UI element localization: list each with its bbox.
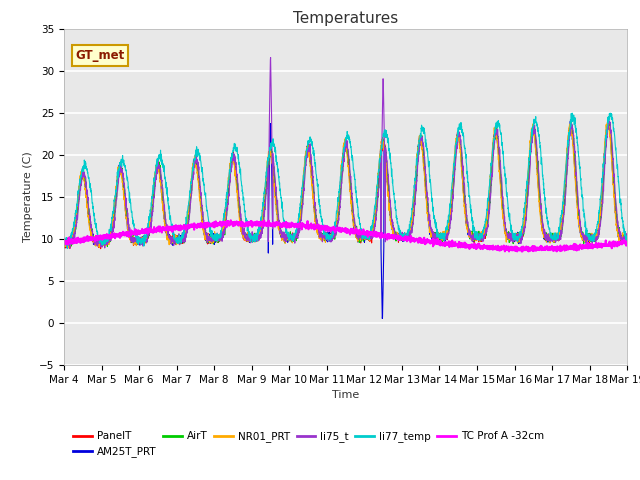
li77_temp [301, 164, 308, 170]
li75_t [60, 243, 68, 249]
li77_temp [568, 110, 576, 116]
li77_temp [125, 184, 132, 190]
li75_t [267, 55, 275, 60]
li75_t [125, 225, 132, 231]
AM25T_PRT [158, 190, 166, 196]
TC Prof A -32cm [276, 222, 284, 228]
li77_temp [623, 236, 631, 242]
li77_temp [63, 246, 71, 252]
NR01_PRT [65, 245, 72, 251]
NR01_PRT [60, 238, 68, 243]
li77_temp [276, 186, 284, 192]
TC Prof A -32cm [301, 224, 308, 230]
AM25T_PRT [378, 315, 386, 321]
NR01_PRT [301, 161, 308, 167]
Line: li75_t: li75_t [64, 58, 627, 248]
AM25T_PRT [276, 229, 284, 235]
li77_temp [158, 162, 166, 168]
AM25T_PRT [612, 216, 620, 221]
NR01_PRT [604, 119, 611, 125]
PanelT [604, 119, 612, 125]
AirT [125, 225, 132, 230]
Line: li77_temp: li77_temp [64, 113, 627, 249]
Line: AM25T_PRT: AM25T_PRT [64, 121, 627, 318]
li75_t [276, 228, 284, 234]
AM25T_PRT [124, 227, 132, 233]
AirT [605, 119, 613, 124]
li75_t [158, 177, 166, 183]
TC Prof A -32cm [60, 237, 68, 242]
PanelT [276, 223, 284, 228]
PanelT [301, 169, 308, 175]
AirT [60, 240, 68, 245]
Text: GT_met: GT_met [76, 49, 125, 62]
Y-axis label: Temperature (C): Temperature (C) [23, 151, 33, 242]
Line: NR01_PRT: NR01_PRT [64, 122, 627, 248]
PanelT [125, 226, 132, 232]
AirT [552, 233, 559, 239]
PanelT [60, 242, 68, 248]
li75_t [612, 204, 620, 210]
PanelT [623, 240, 631, 246]
NR01_PRT [276, 231, 284, 237]
li77_temp [60, 238, 68, 244]
X-axis label: Time: Time [332, 390, 359, 400]
AirT [276, 228, 284, 233]
li75_t [552, 237, 559, 242]
AirT [612, 213, 620, 218]
li77_temp [612, 154, 620, 160]
li75_t [66, 245, 74, 251]
TC Prof A -32cm [505, 249, 513, 254]
AM25T_PRT [60, 241, 68, 247]
NR01_PRT [612, 222, 620, 228]
TC Prof A -32cm [623, 241, 631, 247]
AirT [60, 245, 68, 251]
TC Prof A -32cm [227, 217, 235, 223]
AirT [301, 173, 308, 179]
PanelT [97, 246, 104, 252]
li77_temp [552, 234, 559, 240]
AirT [158, 182, 166, 188]
Title: Temperatures: Temperatures [293, 11, 398, 26]
TC Prof A -32cm [124, 230, 132, 236]
AM25T_PRT [623, 236, 631, 241]
AM25T_PRT [566, 119, 574, 124]
Line: PanelT: PanelT [64, 122, 627, 249]
PanelT [612, 217, 620, 223]
NR01_PRT [552, 237, 559, 242]
li75_t [623, 238, 631, 243]
TC Prof A -32cm [612, 240, 620, 246]
NR01_PRT [158, 197, 166, 203]
Line: TC Prof A -32cm: TC Prof A -32cm [64, 220, 627, 252]
AirT [623, 237, 631, 242]
Legend: PanelT, AM25T_PRT, AirT, NR01_PRT, li75_t, li77_temp, TC Prof A -32cm: PanelT, AM25T_PRT, AirT, NR01_PRT, li75_… [69, 427, 548, 462]
li75_t [301, 176, 308, 182]
PanelT [552, 233, 559, 239]
TC Prof A -32cm [158, 228, 166, 233]
TC Prof A -32cm [552, 245, 559, 251]
PanelT [158, 188, 166, 193]
NR01_PRT [623, 240, 631, 245]
AM25T_PRT [552, 236, 559, 241]
NR01_PRT [125, 226, 132, 231]
Line: AirT: AirT [64, 121, 627, 248]
AM25T_PRT [301, 165, 308, 170]
